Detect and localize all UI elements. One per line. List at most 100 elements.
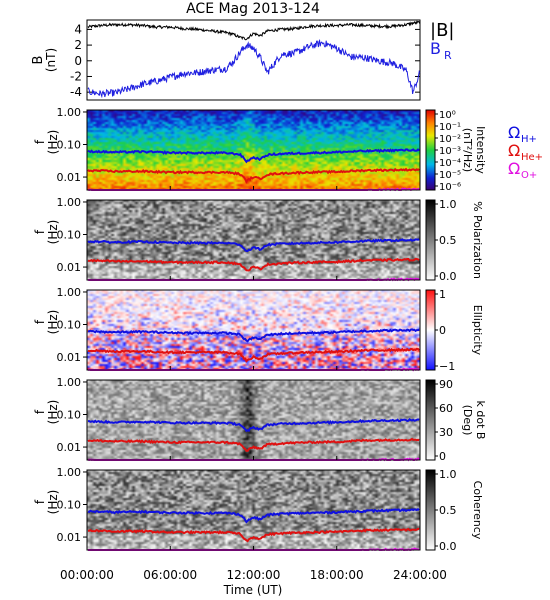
gyro-legend-subscript: O+ [521, 170, 537, 181]
freq-axis-unit: (Hz) [46, 220, 60, 245]
colorbar-tick-label: 90 [439, 378, 453, 391]
panel-coherency: 1.00 0.10 0.01 f (Hz) 1.0 0.5 0.0 Coherency [33, 466, 484, 553]
colorbar-label: Intensity [474, 126, 487, 174]
panel-ellipticity: 1.00 0.10 0.01 f (Hz) 1 0 −1 Ellipticity [33, 286, 484, 373]
spectral-panels: 1.000.100.01f (Hz)10⁰10⁻¹10⁻²10⁻³10⁻⁴10⁻⁵… [33, 106, 487, 553]
freq-tick-label: 0.01 [57, 351, 82, 364]
b-ytick-label: 0 [74, 54, 82, 68]
freq-axis-unit: (Hz) [46, 310, 60, 335]
colorbar-tick-label: 0.5 [439, 504, 457, 517]
gyro-legend-symbol: Ω [508, 123, 520, 142]
b-panel-frame [86, 19, 421, 101]
panel-k-dot-b: 1.00 0.10 0.01 f (Hz) 90 60 30 0 k dot B(Deg) [33, 376, 487, 463]
freq-tick-label: 1.00 [57, 196, 82, 209]
freq-tick-label: 0.01 [57, 171, 82, 184]
colorbar-tick-label: 10⁻¹ [439, 122, 461, 133]
legend-b-radial: B [430, 39, 441, 58]
time-tick-label: 00:00:00 [60, 568, 114, 582]
omega-h-line [87, 238, 420, 252]
colorbar-intensity [425, 109, 436, 191]
omega-h-line [87, 507, 420, 524]
colorbar-tick-label: 10⁻² [439, 134, 461, 145]
colorbar-unit: (nT²/Hz) [461, 128, 474, 172]
freq-axis-unit: (Hz) [46, 490, 60, 515]
colorbar-tick-label: 10⁻³ [439, 146, 461, 157]
omega-h-line [87, 148, 420, 164]
colorbar-polarization [425, 199, 436, 281]
freq-axis-label: f [33, 409, 47, 414]
freq-tick-label: 1.00 [57, 286, 82, 299]
freq-tick-label: 0.10 [57, 499, 82, 512]
freq-tick-label: 0.10 [57, 139, 82, 152]
legend-b-radial-subscript: R [444, 49, 452, 62]
gyro-legend: Ω H+Ω He+Ω O+ [508, 123, 543, 181]
colorbar-tick-label: 0 [439, 324, 446, 337]
gyro-legend-subscript: He+ [521, 152, 543, 163]
colorbar-k-dot-b [425, 379, 436, 461]
freq-axis-label: f [33, 499, 47, 504]
freq-tick-label: 0.10 [57, 409, 82, 422]
time-axis-label: Time (UT) [223, 583, 283, 597]
time-tick-label: 24:00:00 [393, 568, 447, 582]
panel-intensity: 1.00 0.10 0.01 f (Hz) 10⁰10⁻¹10⁻²10⁻³10⁻⁴10⁻⁵… [33, 106, 487, 193]
freq-tick-label: 1.00 [57, 376, 82, 389]
colorbar-tick-label: 0 [439, 450, 446, 463]
time-axis: 00:00:00 06:00:00 12:00:00 18:00:00 24:00:00… [60, 568, 447, 597]
time-tick-label: 12:00:00 [227, 568, 281, 582]
omega-he-line [87, 167, 420, 184]
b-ytick-label: 4 [74, 22, 82, 36]
freq-axis-unit: (Hz) [46, 130, 60, 155]
colorbar-tick-label: 10⁻⁵ [439, 170, 461, 181]
omega-he-line [87, 257, 420, 272]
colorbar-tick-label: 30 [439, 426, 453, 439]
freq-axis-label: f [33, 319, 47, 324]
freq-tick-label: 0.01 [57, 441, 82, 454]
omega-he-line [87, 347, 420, 363]
freq-tick-label: 0.01 [57, 261, 82, 274]
colorbar-label: Coherency [471, 481, 484, 540]
colorbar-tick-label: 0.0 [439, 540, 457, 553]
colorbar-tick-label: 60 [439, 402, 453, 415]
omega-he-line [88, 527, 420, 543]
time-tick-label: 18:00:00 [310, 568, 364, 582]
omega-he-line [87, 437, 420, 452]
gyro-legend-symbol: Ω [508, 159, 520, 178]
freq-axis-unit: (Hz) [46, 400, 60, 425]
freq-tick-label: 1.00 [57, 106, 82, 119]
freq-tick-label: 1.00 [57, 466, 82, 479]
colorbar-label: Ellipticity [471, 305, 484, 356]
b-ytick-label: -4 [70, 85, 82, 99]
gyro-legend-symbol: Ω [508, 141, 520, 160]
freq-axis-label: f [33, 139, 47, 144]
freq-tick-label: 0.10 [57, 229, 82, 242]
b-total-line [87, 20, 421, 41]
b-radial-line [87, 39, 421, 99]
freq-tick-label: 0.10 [57, 319, 82, 332]
chart-title: ACE Mag 2013-124 [186, 1, 320, 17]
colorbar-tick-label: 0.0 [439, 270, 457, 283]
colorbar-label: % Polarization [471, 201, 484, 279]
omega-h-line [88, 417, 420, 433]
b-field-panel: 4 2 0-2 -4 B (nT) |B| B R [31, 19, 454, 101]
colorbar-tick-label: 10⁻⁶ [439, 182, 461, 193]
colorbar-unit: (Deg) [461, 405, 474, 436]
colorbar-tick-label: 1.0 [439, 198, 457, 211]
colorbar-coherency [425, 469, 436, 551]
freq-axis-label: f [33, 229, 47, 234]
legend-b-total: |B| [430, 20, 454, 41]
gyro-legend-subscript: H+ [521, 134, 537, 145]
colorbar-tick-label: 10⁰ [439, 110, 456, 121]
colorbar-tick-label: 10⁻⁴ [439, 158, 461, 169]
panel-polarization: 1.00 0.10 0.01 f (Hz) 1.0 0.5 0.0 % Polarization [33, 196, 484, 283]
b-axis-label: B [31, 56, 46, 65]
b-axis-unit: (nT) [44, 48, 58, 72]
colorbar-tick-label: −1 [439, 360, 455, 373]
colorbar-tick-label: 1.0 [439, 468, 457, 481]
b-ytick-label: 2 [74, 38, 82, 52]
b-ytick-label: -2 [70, 69, 82, 83]
time-ticks: 00:00:00 06:00:00 12:00:00 18:00:00 24:00:00 [60, 568, 447, 582]
colorbar-tick-label: 1 [439, 288, 446, 301]
time-tick-label: 06:00:00 [143, 568, 197, 582]
freq-tick-label: 0.01 [57, 531, 82, 544]
